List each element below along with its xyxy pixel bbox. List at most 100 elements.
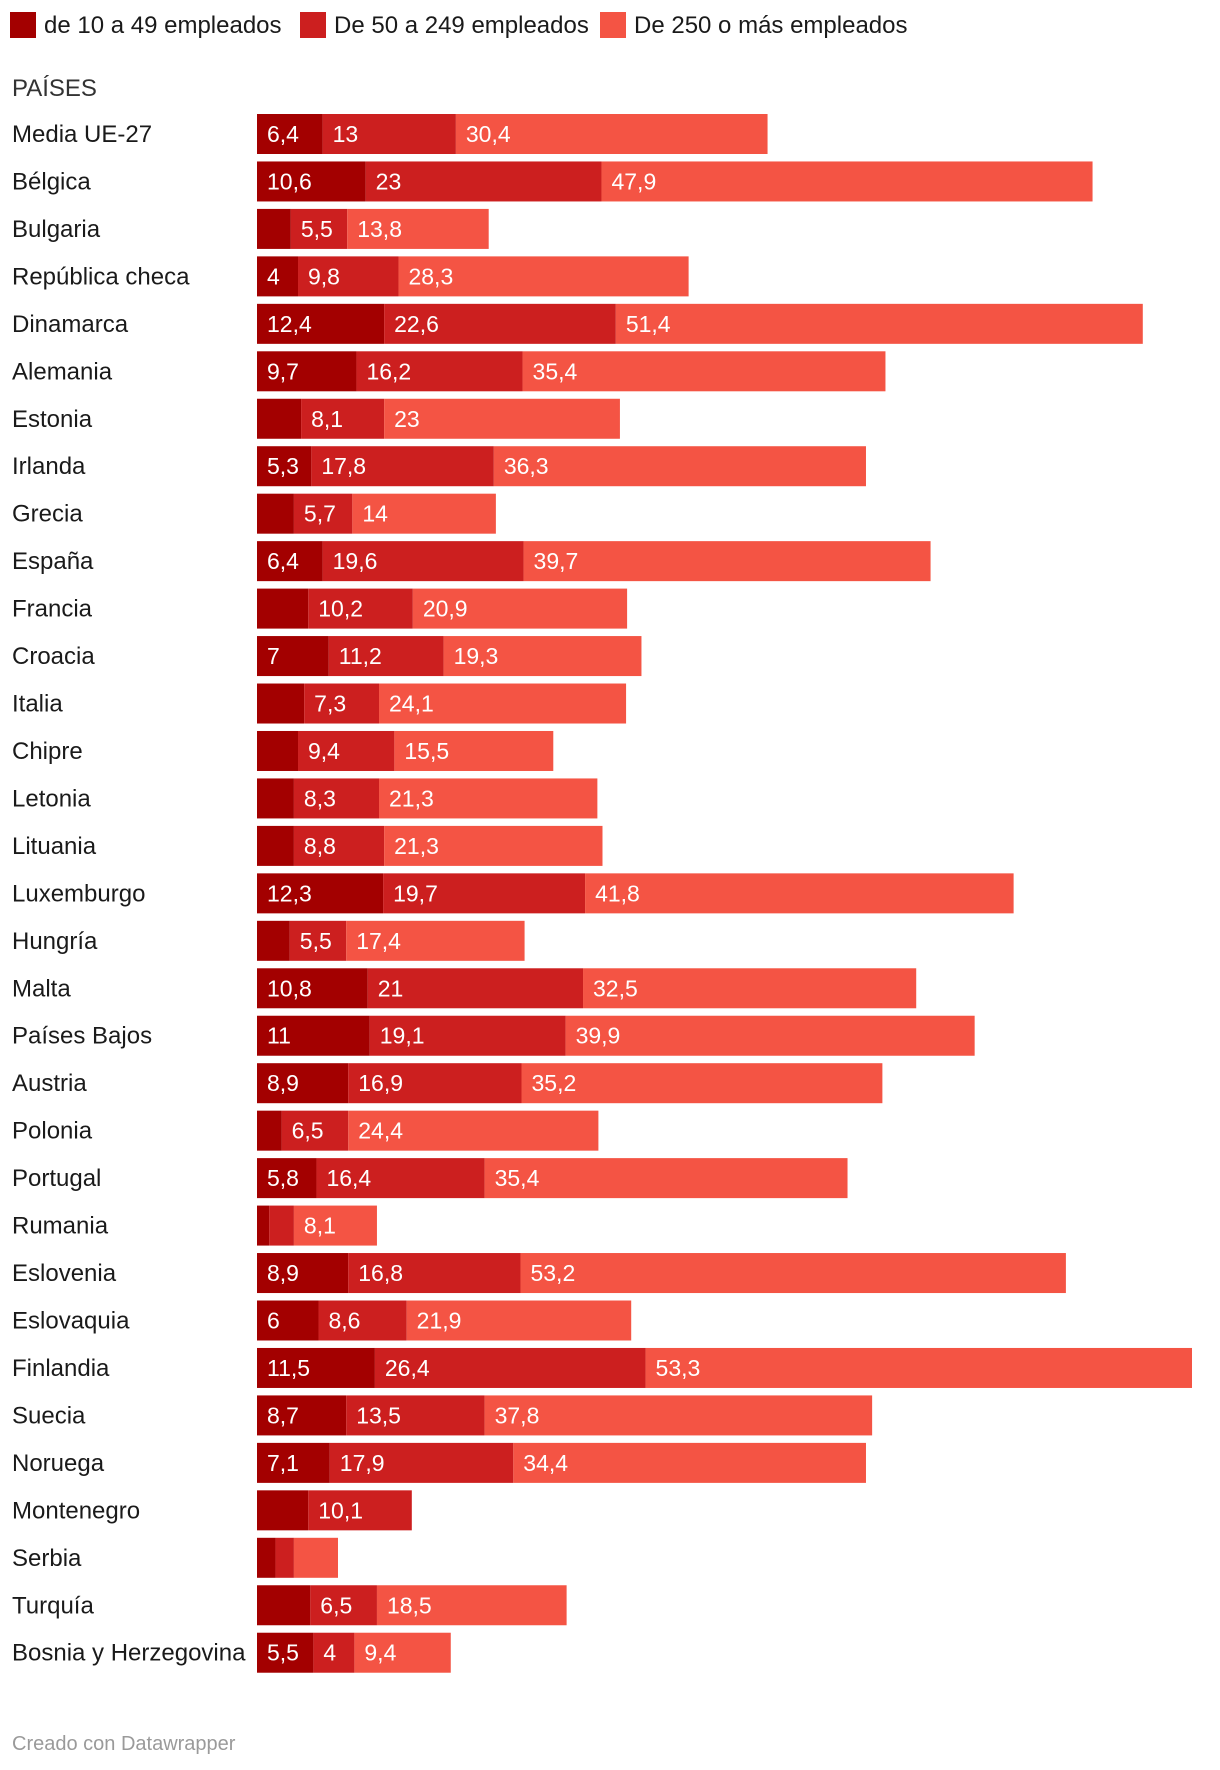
bar-segment-de-10-a-49-empleados: [257, 1632, 314, 1673]
data-label: 8,9: [267, 1260, 299, 1286]
data-label: 8,1: [311, 406, 343, 432]
data-label: 11,2: [339, 643, 382, 669]
bar-segment-de-50-a-249-empleados: [289, 920, 347, 961]
bar-segment-de-10-a-49-empleados: [257, 636, 329, 677]
data-label: 13: [333, 121, 359, 147]
data-label: 36,3: [504, 453, 549, 479]
bar-row-alemania: Alemania 9,7 16,2 35,4: [12, 351, 886, 392]
category-label: Lituania: [12, 833, 97, 860]
legend-swatch-de-10-a-49-empleados: [10, 12, 36, 38]
bar-segment-de-10-a-49-empleados: [257, 778, 294, 819]
footer-credit: Creado con Datawrapper: [12, 1733, 236, 1755]
bar-segment-de-250-o-mas-empleados: [348, 1110, 599, 1151]
category-label: Noruega: [12, 1450, 105, 1477]
bar-segment-de-50-a-249-empleados: [322, 114, 456, 154]
bar-segment-de-250-o-mas-empleados: [601, 161, 1093, 202]
bar-segment-de-50-a-249-empleados: [293, 493, 353, 534]
bar-segment-de-250-o-mas-empleados: [585, 873, 1014, 914]
data-label: 53,3: [656, 1355, 701, 1381]
bar-segment-de-250-o-mas-empleados: [523, 541, 931, 582]
bar-segment-de-50-a-249-empleados: [356, 351, 523, 392]
bar-segment-de-10-a-49-empleados: [257, 1253, 349, 1294]
category-label: Hungría: [12, 928, 98, 955]
category-label: República checa: [12, 263, 190, 290]
category-label: Media UE-27: [12, 121, 152, 148]
data-label: 23: [394, 406, 420, 432]
bar-segment-de-50-a-249-empleados: [316, 1158, 485, 1199]
category-label: Suecia: [12, 1402, 86, 1429]
bar-row-serbia: Serbia: [12, 1537, 338, 1578]
data-label: 10,6: [267, 168, 312, 194]
bar-row-malta: Malta 10,8 21 32,5: [12, 968, 917, 1009]
chart-rows: Media UE-27 6,4 13 30,4 Bélgica 10,6 23 47,9 Bul…: [12, 114, 1192, 1673]
data-label: 11: [267, 1023, 291, 1049]
data-label: 19,6: [333, 548, 378, 574]
bar-row-republica-checa: República checa 4 9,8 28,3: [12, 256, 689, 297]
bar-row-noruega: Noruega 7,1 17,9 34,4: [12, 1442, 866, 1483]
category-label: Grecia: [12, 501, 83, 528]
bar-segment-de-250-o-mas-empleados: [513, 1442, 866, 1483]
legend-label-de-10-a-49-empleados: de 10 a 49 empleados: [44, 12, 282, 39]
data-label: 13,8: [357, 216, 402, 242]
category-label: Chipre: [12, 738, 83, 765]
bar-segment-de-50-a-249-empleados: [293, 778, 380, 819]
bar-segment-de-50-a-249-empleados: [318, 1300, 407, 1341]
bar-row-italia: Italia 7,3 24,1: [12, 683, 627, 724]
data-label: 6,5: [320, 1592, 352, 1618]
bar-row-suecia: Suecia 8,7 13,5 37,8: [12, 1395, 873, 1436]
category-label: Montenegro: [12, 1497, 140, 1524]
data-label: 8,8: [304, 833, 336, 859]
data-label: 17,4: [356, 928, 401, 954]
category-label: Países Bajos: [12, 1023, 152, 1050]
bar-row-lituania: Lituania 8,8 21,3: [12, 825, 603, 866]
category-label: España: [12, 548, 94, 575]
bar-segment-de-250-o-mas-empleados: [384, 825, 603, 866]
data-label: 12,4: [267, 311, 312, 337]
bar-segment-de-250-o-mas-empleados: [379, 778, 598, 819]
bar-segment-de-10-a-49-empleados: [257, 1442, 330, 1483]
data-label: 41,8: [595, 880, 640, 906]
data-label: 12,3: [267, 880, 312, 906]
bar-segment-de-50-a-249-empleados: [348, 1063, 522, 1104]
bar-segment-de-10-a-49-empleados: [257, 1395, 347, 1436]
legend: de 10 a 49 empleados De 50 a 249 empleado…: [10, 12, 908, 39]
bar-segment-de-250-o-mas-empleados: [379, 683, 627, 724]
data-label: 10,2: [318, 596, 363, 622]
data-label: 24,1: [389, 691, 434, 717]
bar-segment-de-10-a-49-empleados: [257, 303, 385, 344]
data-label: 5,5: [301, 216, 333, 242]
data-label: 6,5: [292, 1118, 324, 1144]
data-label: 7,3: [314, 691, 346, 717]
data-label: 10,8: [267, 975, 312, 1001]
data-label: 17,8: [321, 453, 366, 479]
bar-segment-de-50-a-249-empleados: [367, 968, 584, 1009]
bar-row-hungria: Hungría 5,5 17,4: [12, 920, 525, 961]
data-label: 39,7: [534, 548, 579, 574]
data-label: 5,7: [304, 501, 336, 527]
bar-segment-de-50-a-249-empleados: [290, 208, 348, 249]
data-label: 21: [378, 975, 404, 1001]
category-label: Malta: [12, 975, 71, 1002]
bar-row-irlanda: Irlanda 5,3 17,8 36,3: [12, 446, 866, 487]
bar-segment-de-250-o-mas-empleados: [522, 351, 886, 392]
bar-segment-de-250-o-mas-empleados: [484, 1158, 848, 1199]
data-label: 8,1: [304, 1213, 336, 1239]
data-label: 5,3: [267, 453, 299, 479]
data-label: 24,4: [358, 1118, 403, 1144]
data-label: 16,8: [358, 1260, 403, 1286]
bar-segment-de-10-a-49-empleados: [257, 730, 299, 771]
category-label: Croacia: [12, 643, 95, 670]
bar-segment-de-10-a-49-empleados: [257, 256, 299, 297]
data-label: 16,2: [366, 358, 411, 384]
bar-segment-de-250-o-mas-empleados: [394, 730, 554, 771]
category-label: Estonia: [12, 406, 93, 433]
bar-segment-de-250-o-mas-empleados: [443, 636, 642, 677]
bar-row-portugal: Portugal 5,8 16,4 35,4: [12, 1158, 848, 1199]
bar-segment-de-10-a-49-empleados: [257, 968, 368, 1009]
data-label: 17,9: [340, 1450, 385, 1476]
bar-segment-de-50-a-249-empleados: [298, 256, 399, 297]
bar-segment-de-250-o-mas-empleados: [520, 1253, 1066, 1294]
bar-segment-de-10-a-49-empleados: [257, 1110, 282, 1151]
bar-row-letonia: Letonia 8,3 21,3: [12, 778, 598, 819]
data-label: 9,4: [308, 738, 340, 764]
